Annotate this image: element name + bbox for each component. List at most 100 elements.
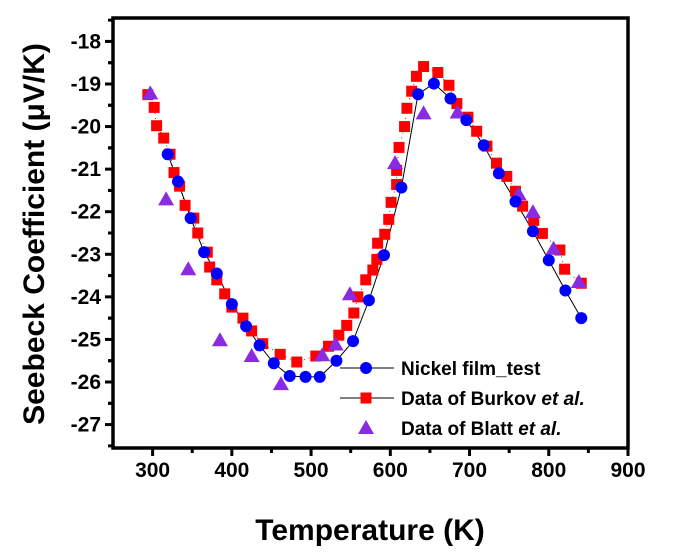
data-point-triangle (314, 347, 331, 362)
data-point-circle (362, 294, 375, 307)
data-point-circle (575, 312, 588, 325)
y-tick-label: -19 (71, 73, 101, 96)
data-point-circle (427, 77, 440, 90)
legend-name-suffix: et al. (518, 419, 561, 440)
data-point-triangle (524, 204, 541, 219)
data-point-square (393, 141, 405, 153)
y-tick-label: -27 (71, 414, 101, 437)
data-point-square (383, 213, 395, 225)
data-point-circle (542, 254, 555, 267)
data-point-square (554, 244, 566, 256)
legend-name: Data of Blatt (401, 419, 518, 440)
data-point-circle (171, 175, 184, 188)
data-point-square (192, 227, 204, 239)
x-tick-label: 600 (373, 459, 408, 482)
data-point-square (348, 307, 360, 319)
data-point-circle (395, 181, 408, 194)
x-tick-label: 300 (135, 459, 170, 482)
data-point-triangle (158, 191, 175, 206)
data-point-square (151, 120, 163, 132)
data-point-circle (377, 249, 390, 262)
data-point-circle (267, 357, 280, 370)
data-point-circle (526, 225, 539, 238)
data-point-circle (253, 339, 266, 352)
y-tick-label: -24 (71, 286, 102, 309)
legend-name: Nickel film_test (401, 359, 541, 380)
data-point-square (371, 253, 383, 265)
data-point-circle (313, 370, 326, 383)
data-point-triangle (387, 155, 404, 170)
legend-name-suffix: et al. (541, 389, 584, 410)
legend-label: Data of Burkov et al. (401, 389, 585, 410)
data-point-circle (299, 370, 312, 383)
data-point-triangle (180, 261, 197, 276)
data-point-square (501, 170, 513, 182)
axes: 300 400 500 600 700 800 900 -18 -19 -20 -21 -22 -23 -… (71, 18, 646, 482)
data-point-triangle (341, 286, 358, 301)
legend-marker-square (360, 392, 372, 404)
data-point-square (451, 98, 463, 110)
data-point-square (211, 274, 223, 286)
data-point-square (559, 263, 571, 275)
data-point-triangle (545, 240, 562, 255)
y-tick-label: -22 (71, 201, 101, 224)
data-point-square (401, 102, 413, 114)
legend-label: Nickel film_test (401, 359, 541, 380)
data-point-square (219, 288, 231, 300)
data-point-circle (509, 195, 522, 208)
plot-frame (111, 16, 630, 450)
plot-marks (142, 61, 588, 391)
data-point-triangle (415, 105, 432, 120)
data-point-circle (210, 267, 223, 280)
legend-name: Data of Burkov (401, 389, 541, 410)
data-point-square (274, 348, 286, 360)
data-point-circle (492, 167, 505, 180)
data-point-triangle (570, 273, 587, 288)
data-point-square (246, 325, 258, 337)
data-point-square (471, 125, 483, 137)
data-point-square (352, 291, 364, 303)
data-point-square (443, 79, 455, 91)
legend-label: Data of Blatt et al. (401, 419, 562, 440)
data-point-square (204, 261, 216, 273)
data-point-circle (330, 354, 343, 367)
data-point-triangle (272, 376, 289, 391)
data-point-square (385, 196, 397, 208)
y-tick-label: -25 (71, 328, 102, 351)
data-point-square (323, 340, 335, 352)
data-point-circle (184, 212, 197, 225)
data-point-square (158, 132, 170, 144)
data-point-square (333, 329, 345, 341)
data-point-circle (444, 92, 457, 105)
data-point-square (148, 101, 160, 113)
data-point-triangle (327, 336, 344, 351)
data-point-square (391, 164, 403, 176)
data-point-square (379, 228, 391, 240)
data-point-square (237, 312, 249, 324)
x-tick-label: 800 (531, 459, 566, 482)
data-point-square (528, 214, 540, 226)
y-tick-label: -20 (71, 116, 101, 139)
data-point-circle (283, 370, 296, 383)
data-point-circle (412, 88, 425, 101)
data-point-square (406, 85, 418, 97)
y-axis-label: Seebeck Coefficient (μV/K) (18, 43, 51, 425)
data-point-circle (559, 284, 572, 297)
y-tick-label: -18 (71, 30, 102, 53)
series-line-1 (147, 66, 582, 363)
y-tick-label: -26 (71, 371, 101, 394)
data-point-square (432, 66, 444, 78)
legend-marker-triangle (358, 420, 374, 434)
series-line-0 (167, 82, 582, 378)
data-point-triangle (243, 348, 260, 363)
x-tick-label: 700 (452, 459, 487, 482)
data-point-square (179, 199, 191, 211)
data-point-circle (477, 139, 490, 152)
data-point-square (490, 157, 502, 169)
data-point-square (372, 237, 384, 249)
data-point-square (360, 274, 372, 286)
data-point-circle (240, 320, 253, 333)
data-point-triangle (211, 332, 228, 347)
